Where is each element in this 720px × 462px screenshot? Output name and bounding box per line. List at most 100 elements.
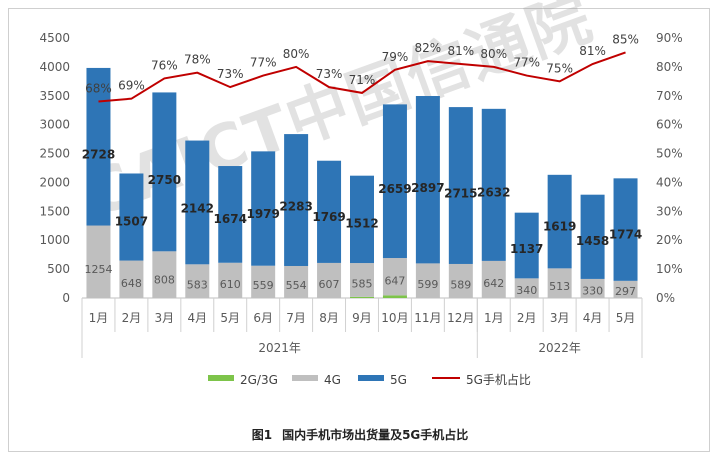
bar-segment-5g: [481, 108, 506, 261]
data-label-4g: 513: [549, 280, 570, 293]
bar-segment-4g: [218, 262, 243, 298]
data-label-4g: 340: [516, 284, 537, 297]
data-label-4g: 585: [352, 277, 373, 290]
legend-swatch: [292, 375, 318, 381]
legend-label: 2G/3G: [240, 373, 278, 387]
bar-segment-4g: [514, 278, 539, 298]
bar-segment-4g: [317, 262, 342, 298]
data-label-pct: 80%: [283, 47, 310, 61]
bar-segment-4g: [613, 280, 638, 298]
data-label-4g: 808: [154, 273, 175, 286]
y-left-tick-label: 0: [62, 291, 70, 305]
bar-segment-5g: [152, 92, 177, 252]
data-label-5g: 2750: [148, 173, 181, 187]
data-label-pct: 81%: [579, 44, 606, 58]
axes: 0 500 1000 1500 2000 2500 3000 3500 4000 4500 0% 10…: [39, 31, 683, 358]
y-left-tick-label: 4500: [39, 31, 70, 45]
y-right-tick-label: 50%: [656, 147, 683, 161]
data-label-4g: 642: [483, 277, 504, 290]
data-label-5g: 2715: [444, 186, 477, 200]
x-tick-label: 1月: [484, 311, 504, 325]
bar-segment-5g: [415, 96, 440, 264]
y-left-tick-label: 1000: [39, 233, 70, 247]
data-label-5g: 2728: [82, 148, 115, 162]
data-label-pct: 81%: [447, 44, 474, 58]
x-tick-label: 4月: [583, 311, 603, 325]
bar-segment-5g: [382, 104, 407, 259]
data-label-5g: 1137: [510, 242, 543, 256]
y-right-tick-label: 80%: [656, 60, 683, 74]
x-tick-label: 3月: [155, 311, 175, 325]
data-label-pct: 77%: [513, 56, 540, 70]
y-right-tick-label: 90%: [656, 31, 683, 45]
data-label-5g: 1674: [214, 212, 247, 226]
data-label-4g: 330: [582, 284, 603, 297]
x-tick-label: 2月: [517, 311, 537, 325]
bar-segment-4g: [284, 265, 309, 298]
bar-segment-4g: [448, 263, 473, 298]
data-label-pct: 71%: [349, 73, 376, 87]
data-label-pct: 76%: [151, 58, 178, 72]
bar-segment-5g: [218, 166, 243, 263]
data-label-pct: 78%: [184, 53, 211, 67]
data-label-5g: 2283: [279, 200, 312, 214]
data-label-4g: 648: [121, 277, 142, 290]
bar-segment-5g: [119, 173, 144, 261]
y-right-tick-label: 40%: [656, 175, 683, 189]
bar-segment-5g: [86, 67, 111, 226]
x-tick-label: 11月: [414, 311, 441, 325]
bar-segment-4g: [152, 251, 177, 298]
bars: [86, 67, 638, 298]
legend: 2G/3G 4G 5G 5G手机占比: [208, 372, 531, 387]
data-label-pct: 73%: [316, 67, 343, 81]
bar-segment-4g: [350, 263, 374, 297]
data-label-5g: 1512: [345, 217, 378, 231]
data-label-5g: 1769: [312, 210, 345, 224]
legend-label: 5G: [390, 373, 407, 387]
data-label-pct: 82%: [415, 41, 442, 55]
legend-swatch: [208, 375, 234, 381]
y-left-tick-label: 1500: [39, 204, 70, 218]
data-label-4g: 1254: [84, 263, 112, 276]
y-right-tick-label: 60%: [656, 118, 683, 132]
figure-title: 国内手机市场出货量及5G手机占比: [282, 428, 469, 442]
data-label-5g: 1979: [246, 207, 279, 221]
data-label-5g: 2659: [378, 182, 411, 196]
data-label-4g: 599: [417, 278, 438, 291]
x-group-label: 2022年: [538, 341, 581, 355]
bar-segment-5g: [580, 194, 605, 279]
y-left-tick-label: 3500: [39, 89, 70, 103]
y-left-tick-label: 2500: [39, 147, 70, 161]
x-tick-label: 6月: [253, 311, 273, 325]
legend-label: 4G: [324, 373, 341, 387]
bar-segment-5g: [613, 178, 638, 281]
y-left-tick-label: 500: [47, 262, 70, 276]
data-label-5g: 1458: [576, 234, 609, 248]
x-tick-label: 3月: [550, 311, 570, 325]
x-tick-label: 7月: [286, 311, 306, 325]
data-label-5g: 2632: [477, 185, 510, 199]
bar-segment-4g: [382, 258, 407, 296]
bar-segment-5g: [251, 151, 276, 266]
bar-segment-4g: [481, 260, 506, 298]
bar-segment-5g: [284, 134, 309, 266]
share-line-path: [98, 51, 626, 103]
data-label-pct: 85%: [612, 32, 639, 46]
bar-segment-5g: [317, 160, 342, 263]
bar-segment-4g: [580, 278, 605, 298]
x-tick-label: 12月: [447, 311, 474, 325]
x-tick-label: 10月: [381, 311, 408, 325]
bar-segment-4g: [251, 265, 276, 298]
data-label-4g: 559: [253, 279, 274, 292]
data-label-pct: 73%: [217, 67, 244, 81]
data-label-pct: 77%: [250, 56, 277, 70]
bar-segment-5g: [547, 174, 572, 269]
data-label-pct: 80%: [480, 47, 507, 61]
x-group-label: 2021年: [258, 341, 301, 355]
x-tick-label: 5月: [220, 311, 240, 325]
bar-segment-4g: [86, 225, 111, 298]
data-label-4g: 297: [615, 285, 636, 298]
data-labels: 1254 2728 648 1507 808 2750 583 2142 610 1674 559 1…: [82, 32, 642, 298]
data-label-4g: 589: [450, 278, 471, 291]
